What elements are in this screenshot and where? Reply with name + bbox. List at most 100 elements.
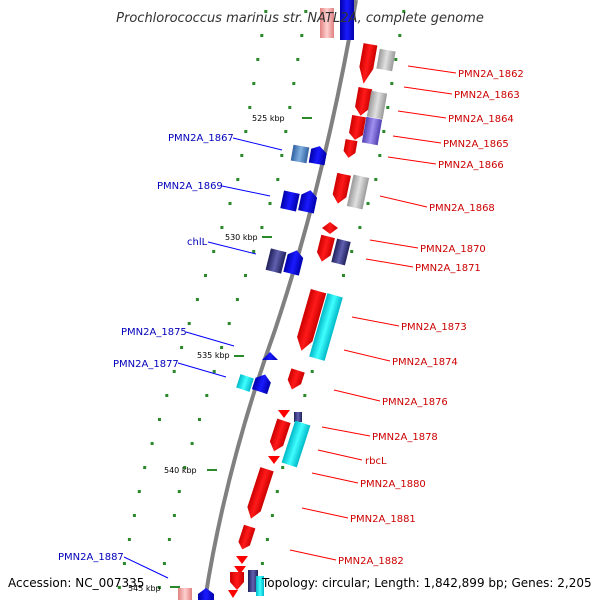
- label-PMN2A_1868[interactable]: PMN2A_1868: [429, 203, 495, 214]
- track-dot: [132, 514, 136, 517]
- gene-PMN2A_1867[interactable]: [308, 145, 328, 166]
- track-dot: [158, 418, 161, 421]
- label-PMN2A_1862[interactable]: PMN2A_1862: [458, 69, 524, 80]
- track-dot: [162, 562, 166, 565]
- gene-gray-1862b[interactable]: [376, 48, 396, 72]
- gene-PMN2A_1874[interactable]: [309, 293, 343, 361]
- track-dot: [157, 586, 161, 589]
- track-dot: [303, 394, 307, 397]
- track-dot: [248, 106, 252, 109]
- label-rbcL[interactable]: rbcL: [365, 456, 387, 467]
- label-PMN2A_1874[interactable]: PMN2A_1874: [392, 357, 458, 368]
- scale-label-540: 540 kbp: [164, 466, 197, 475]
- gene-red-small-1870[interactable]: [322, 222, 338, 234]
- gene-PMN2A_1882[interactable]: [237, 524, 256, 552]
- label-PMN2A_1871[interactable]: PMN2A_1871: [415, 263, 481, 274]
- accession-text: Accession: NC_007335: [8, 576, 144, 590]
- track-dot: [240, 154, 244, 157]
- label-PMN2A_1881[interactable]: PMN2A_1881: [350, 514, 416, 525]
- gene-cyan-bottom[interactable]: [256, 576, 264, 596]
- track-dot: [280, 154, 284, 157]
- gene-red-small-rbcL[interactable]: [268, 456, 280, 464]
- track-dot: [177, 490, 181, 493]
- track-dot: [122, 562, 126, 565]
- gene-chlL-block[interactable]: [265, 248, 287, 274]
- track-dot: [227, 322, 231, 325]
- track-dot: [378, 154, 382, 157]
- label-PMN2A_1865[interactable]: PMN2A_1865: [443, 139, 509, 150]
- gene-navy-bottom[interactable]: [248, 570, 258, 592]
- track-dot: [398, 34, 402, 37]
- label-PMN2A_1869[interactable]: PMN2A_1869: [157, 181, 223, 192]
- label-PMN2A_1870[interactable]: PMN2A_1870: [420, 244, 486, 255]
- label-PMN2A_1867[interactable]: PMN2A_1867: [168, 133, 234, 144]
- track-dot: [260, 562, 264, 565]
- label-PMN2A_1880[interactable]: PMN2A_1880: [360, 479, 426, 490]
- label-PMN2A_1878[interactable]: PMN2A_1878: [372, 432, 438, 443]
- gene-red-small-a[interactable]: [236, 556, 248, 564]
- gene-rbcL[interactable]: [281, 420, 311, 468]
- gene-PMN2A_1864[interactable]: [366, 90, 388, 120]
- gene-PMN2A_1876[interactable]: [285, 368, 305, 391]
- track-dot: [264, 10, 268, 13]
- track-dot: [260, 226, 264, 229]
- gene-red-small-b[interactable]: [234, 566, 246, 574]
- gene-PMN2A_1873[interactable]: [294, 288, 327, 353]
- track-dot: [296, 58, 300, 61]
- gene-red-bottom[interactable]: [230, 572, 244, 590]
- gene-red-very-bottom[interactable]: [228, 590, 238, 598]
- gene-chlL[interactable]: [283, 248, 304, 276]
- gene-PMN2A_1870[interactable]: [315, 234, 335, 264]
- track-dot: [374, 178, 378, 181]
- track-dot: [172, 514, 176, 517]
- gene-blue-block-top[interactable]: [340, 0, 354, 40]
- gene-PMN2A_1880[interactable]: [244, 467, 274, 521]
- gene-PMN2A_1863[interactable]: [354, 86, 373, 117]
- label-PMN2A_1875[interactable]: PMN2A_1875: [121, 327, 187, 338]
- scale-ticks: [170, 117, 312, 588]
- gene-red-1864[interactable]: [348, 114, 366, 141]
- track-dot: [260, 34, 264, 37]
- track-dot: [252, 82, 256, 85]
- gene-pink-block[interactable]: [320, 8, 334, 38]
- track-dot: [256, 58, 260, 61]
- label-chlL[interactable]: chlL: [187, 237, 208, 248]
- gene-red-small-1878[interactable]: [278, 410, 290, 418]
- track-dot: [382, 130, 386, 133]
- label-PMN2A_1877[interactable]: PMN2A_1877: [113, 359, 179, 370]
- gene-PMN2A_1878[interactable]: [267, 418, 291, 454]
- gene-PMN2A_1865[interactable]: [361, 116, 383, 146]
- label-PMN2A_1876[interactable]: PMN2A_1876: [382, 397, 448, 408]
- reverse-leader-lines: [123, 137, 283, 579]
- label-PMN2A_1873[interactable]: PMN2A_1873: [401, 322, 467, 333]
- gene-PMN2A_1862[interactable]: [357, 43, 378, 85]
- gene-PMN2A_1887[interactable]: [198, 588, 214, 600]
- gene-PMN2A_1869[interactable]: [298, 189, 318, 214]
- gene-PMN2A_1875[interactable]: [262, 352, 278, 360]
- gene-PMN2A_1867-block[interactable]: [290, 144, 310, 164]
- gene-PMN2A_1866[interactable]: [343, 139, 358, 159]
- label-PMN2A_1864[interactable]: PMN2A_1864: [448, 114, 514, 125]
- gene-navy-1878[interactable]: [294, 412, 302, 422]
- track-dot: [252, 250, 256, 253]
- track-dot: [386, 106, 390, 109]
- gene-PMN2A_1887-block[interactable]: [178, 588, 192, 600]
- gene-navy-1870[interactable]: [331, 238, 351, 266]
- label-PMN2A_1882[interactable]: PMN2A_1882: [338, 556, 404, 567]
- track-dot: [220, 346, 224, 349]
- gene-gray-1868[interactable]: [346, 174, 370, 210]
- genome-summary-text: Topology: circular; Length: 1,842,899 bp…: [261, 576, 592, 590]
- track-dot: [165, 394, 169, 397]
- label-PMN2A_1863[interactable]: PMN2A_1863: [454, 90, 520, 101]
- track-dot: [235, 298, 239, 301]
- gene-PMN2A_1869-block[interactable]: [280, 190, 300, 212]
- track-dot: [212, 370, 216, 373]
- scale-label-530: 530 kbp: [225, 233, 258, 242]
- gene-PMN2A_1868[interactable]: [331, 172, 351, 205]
- label-PMN2A_1887[interactable]: PMN2A_1887: [58, 552, 124, 563]
- track-dot: [167, 538, 171, 541]
- gene-PMN2A_1877-block[interactable]: [236, 374, 254, 392]
- label-PMN2A_1866[interactable]: PMN2A_1866: [438, 160, 504, 171]
- scale-label-535: 535 kbp: [197, 351, 230, 360]
- gene-PMN2A_1877[interactable]: [251, 372, 273, 395]
